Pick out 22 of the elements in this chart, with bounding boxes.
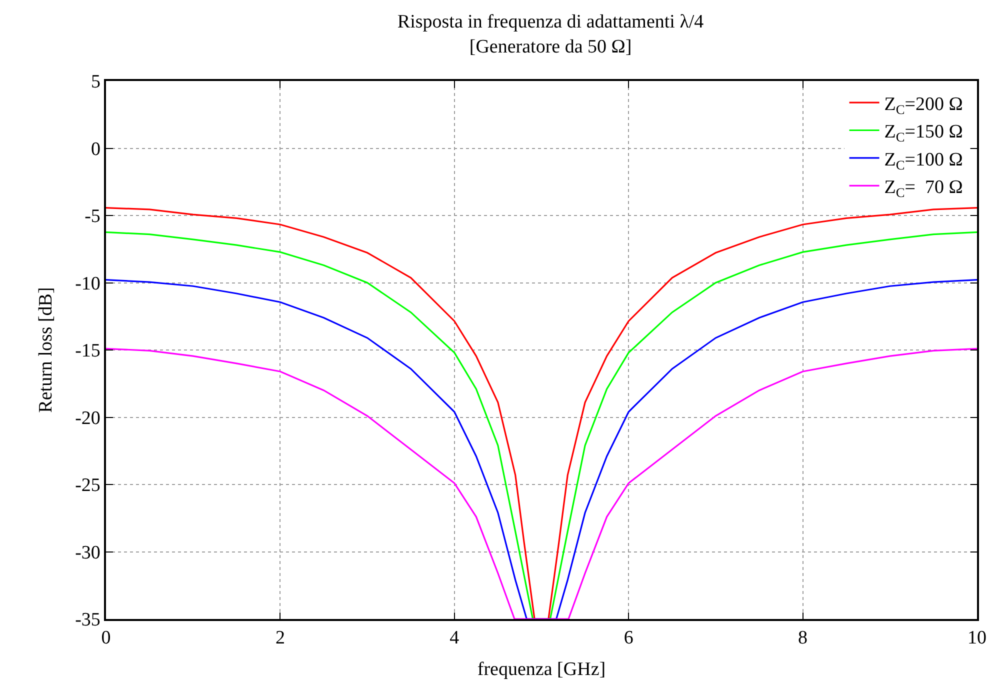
legend-label: Z$_{C}$=200 Ω	[884, 94, 963, 117]
chart-title: Risposta in frequenza di adattamenti λ/4 [Generatore da 50 Ω]	[397, 12, 704, 58]
y-tick-label: 5	[90, 72, 100, 93]
y-tick-label: 0	[90, 138, 100, 160]
y-tick-label: -5	[84, 206, 100, 228]
y-tick-label: -20	[75, 408, 100, 429]
line-series	[106, 348, 977, 619]
x-tick-label: 8	[798, 628, 808, 649]
y-tick-label: -30	[75, 542, 100, 564]
y-axis-title: Return loss [dB]	[35, 287, 56, 413]
y-tick-label: -15	[75, 340, 100, 362]
y-tick-label: -25	[75, 475, 100, 496]
y-tick-label: -35	[75, 610, 100, 631]
x-axis-title: frequenza [GHz]	[477, 658, 606, 680]
x-tick-label: 6	[624, 628, 634, 649]
legend-label: Z$_{C}$=100 Ω	[884, 149, 963, 172]
x-tick-label: 4	[450, 628, 460, 649]
legend-label: Z$_{C}$=150 Ω	[884, 122, 963, 145]
legend-label: Z$_{C}$= 70 Ω	[884, 177, 963, 200]
x-tick-label: 10	[968, 628, 986, 649]
y-tick-label: -10	[75, 273, 100, 294]
x-tick-label: 2	[275, 628, 285, 649]
